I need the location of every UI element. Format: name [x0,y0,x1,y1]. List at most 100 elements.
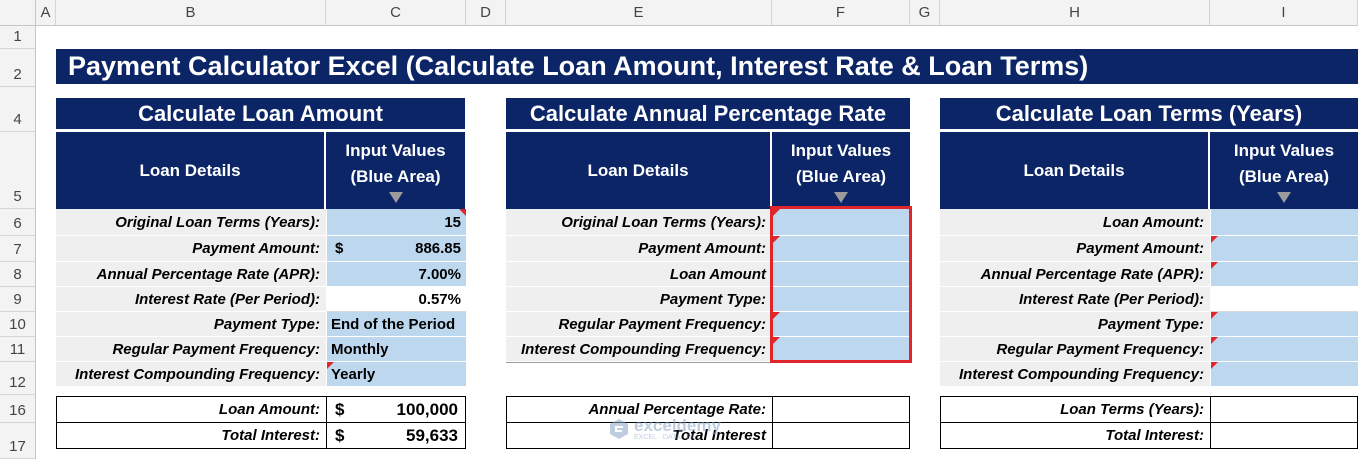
section1-input-values-line2: (Blue Area) [350,167,441,186]
row-header-12[interactable]: 12 [0,362,36,395]
section1-results-col-divider [326,396,327,449]
row-header-5[interactable]: 5 [0,132,36,209]
section2-label-payment-frequency: Regular Payment Frequency: [506,312,772,337]
section3-label-payment-type: Payment Type: [940,312,1210,337]
section2-result-label-total-interest: Total Interest [507,423,772,448]
section3-input-cell-interest-rate[interactable] [1210,287,1358,312]
section1-result-total-interest-cell[interactable]: $59,633 [327,423,466,448]
section1-result-loan-amount-cell[interactable]: $100,000 [327,397,466,422]
section2-input-cell-loan-amount[interactable] [772,262,910,287]
column-header-e[interactable]: E [506,0,772,26]
section3-input-cell-compounding-frequency[interactable] [1210,362,1358,387]
section3-input-cell-loan-amount[interactable] [1210,209,1358,236]
section3-input-values-line2: (Blue Area) [1238,167,1330,186]
section1-label-compounding-frequency: Interest Compounding Frequency: [56,362,326,387]
row-header-10[interactable]: 10 [0,312,36,337]
section1-result-label-loan-amount: Loan Amount: [57,397,326,422]
section2-input-cell-loan-terms[interactable] [772,209,910,236]
section2-result-label-apr: Annual Percentage Rate: [507,397,772,422]
watermark-tagline: EXCEL · DATA · BI [634,434,693,441]
select-all-corner[interactable] [0,0,36,26]
section1-label-loan-terms: Original Loan Terms (Years): [56,209,326,236]
input-highlight-box [770,206,912,363]
section1-payment-amount-value: 886.85 [415,240,461,257]
comment-indicator-icon [773,312,780,319]
section1-payment-frequency-value: Monthly [331,340,389,358]
section3-heading: Calculate Loan Terms (Years) [940,98,1358,129]
row-header-17[interactable]: 17 [0,423,36,459]
section1-compounding-frequency-value: Yearly [331,365,376,383]
row-header-9[interactable]: 9 [0,287,36,312]
section1-loan-terms-cell[interactable]: 15 [326,209,466,236]
row-header-6[interactable]: 6 [0,209,36,236]
section1-payment-frequency-cell[interactable]: Monthly [326,337,466,362]
row-header-8[interactable]: 8 [0,262,36,287]
section2-label-compounding-frequency: Interest Compounding Frequency: [506,337,772,362]
section3-label-interest-rate: Interest Rate (Per Period): [940,287,1210,312]
section2-result-apr-cell[interactable] [773,397,910,422]
section1-label-payment-amount: Payment Amount: [56,236,326,262]
section3-input-cell-apr[interactable] [1210,262,1358,287]
section1-heading: Calculate Loan Amount [56,98,465,129]
row-header-16[interactable]: 16 [0,395,36,423]
section1-interest-rate-value: 0.57% [418,290,461,308]
section1-label-payment-frequency: Regular Payment Frequency: [56,337,326,362]
section3-result-loan-terms-cell[interactable] [1211,397,1358,422]
section1-compounding-frequency-cell[interactable]: Yearly [326,362,466,387]
column-header-g[interactable]: G [910,0,940,26]
section3-input-cell-payment-type[interactable] [1210,312,1358,337]
section3-result-total-interest-cell[interactable] [1211,423,1358,448]
column-header-f[interactable]: F [772,0,910,26]
section1-payment-amount-cell[interactable]: $886.85 [326,236,466,262]
section3-label-payment-amount: Payment Amount: [940,236,1210,262]
comment-indicator-icon [773,209,780,216]
comment-indicator-icon [1211,262,1218,269]
section3-input-cell-payment-frequency[interactable] [1210,337,1358,362]
section2-label-payment-type: Payment Type: [506,287,772,312]
dropdown-triangle-icon [834,192,848,203]
row-header-1[interactable]: 1 [0,26,36,49]
column-header-i[interactable]: I [1210,0,1358,26]
row-header-7[interactable]: 7 [0,236,36,262]
section3-label-apr: Annual Percentage Rate (APR): [940,262,1210,287]
section3-input-cell-payment-amount[interactable] [1210,236,1358,262]
section3-label-loan-amount: Loan Amount: [940,209,1210,236]
row-header-4[interactable]: 4 [0,87,36,132]
section1-payment-type-value: End of the Period [331,315,456,333]
column-header-a[interactable]: A [36,0,56,26]
section2-result-total-interest-cell[interactable] [773,423,910,448]
section2-input-cell-payment-frequency[interactable] [772,312,910,337]
section2-label-loan-amount: Loan Amount [506,262,772,287]
row-header-2[interactable]: 2 [0,49,36,87]
section2-input-values-line1: Input Values [790,141,892,160]
exceldemy-logo-icon [610,419,628,439]
section3-results-divider [940,422,1358,423]
comment-indicator-icon [459,209,466,216]
comment-indicator-icon [1211,362,1218,369]
section1-input-values-line1: Input Values [345,141,446,160]
row-header-11[interactable]: 11 [0,337,36,362]
section1-apr-cell[interactable]: 7.00% [326,262,466,287]
section1-result-total-interest-value: 59,633 [406,425,458,445]
watermark-name: exceldemy [634,416,721,435]
section1-results-divider [56,422,466,423]
dropdown-triangle-icon [1277,192,1291,203]
dropdown-triangle-icon [388,192,403,203]
section1-loan-terms-value: 15 [444,213,461,231]
comment-indicator-icon [1211,337,1218,344]
column-header-b[interactable]: B [56,0,326,26]
section2-label-loan-terms: Original Loan Terms (Years): [506,209,772,236]
column-header-c[interactable]: C [326,0,466,26]
section2-loan-details-header: Loan Details [506,132,770,209]
section1-loan-details-header: Loan Details [56,132,324,209]
section3-input-values-header: Input Values (Blue Area) [1210,132,1358,209]
section1-interest-rate-cell[interactable]: 0.57% [326,287,466,312]
section1-label-apr: Annual Percentage Rate (APR): [56,262,326,287]
column-header-d[interactable]: D [466,0,506,26]
section3-label-compounding-frequency: Interest Compounding Frequency: [940,362,1210,387]
comment-indicator-icon [1211,236,1218,243]
section3-result-label-loan-terms: Loan Terms (Years): [941,397,1210,422]
section1-payment-type-cell[interactable]: End of the Period [326,312,466,337]
section2-input-values-header: Input Values (Blue Area) [772,132,910,209]
column-header-h[interactable]: H [940,0,1210,26]
